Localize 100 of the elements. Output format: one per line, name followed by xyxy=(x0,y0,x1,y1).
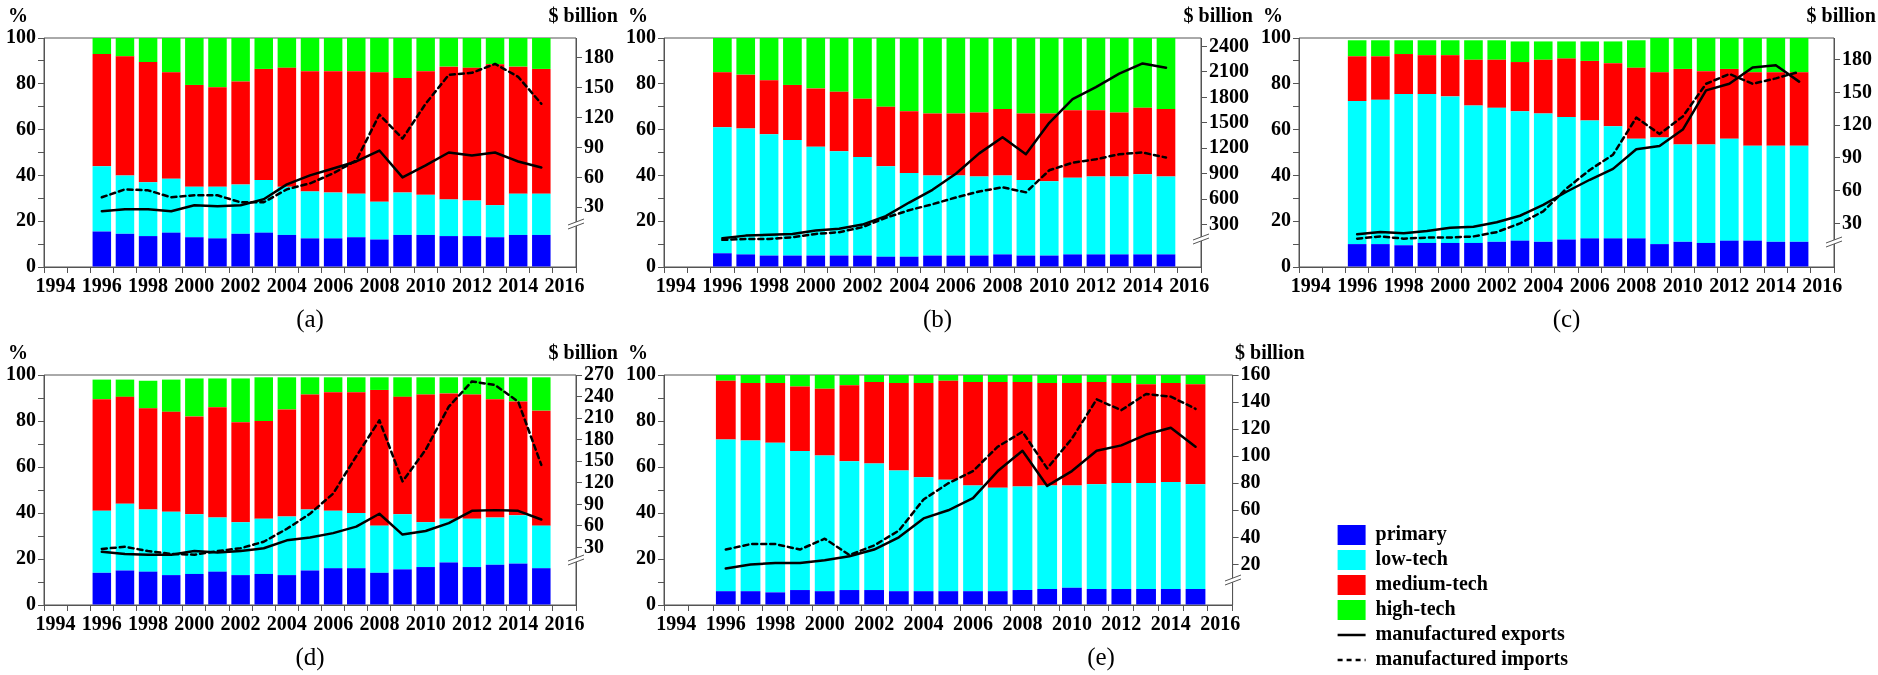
y-tick-label: 20 xyxy=(636,546,656,569)
bar xyxy=(1696,38,1716,72)
bar xyxy=(508,377,528,402)
bar xyxy=(938,591,959,605)
bar xyxy=(185,186,204,238)
bar xyxy=(1487,40,1507,60)
bar xyxy=(1109,112,1129,177)
y-tick-label: 100 xyxy=(6,362,36,385)
bar xyxy=(208,378,227,408)
x-tick-label: 2008 xyxy=(359,612,400,635)
bar xyxy=(783,84,802,140)
bar xyxy=(300,394,320,510)
y2-tick-label: 2400 xyxy=(1209,33,1249,56)
bar xyxy=(115,56,135,176)
bar xyxy=(1111,483,1132,589)
bar xyxy=(254,377,273,421)
y2-axis-title: $ billion xyxy=(1183,4,1253,26)
legend-label: manufactured exports xyxy=(1375,622,1565,646)
bar xyxy=(1510,62,1530,112)
text: (d) xyxy=(295,642,325,671)
bar xyxy=(185,38,204,85)
bar xyxy=(1789,72,1809,146)
bar xyxy=(300,570,320,605)
bar xyxy=(790,450,810,591)
bar xyxy=(138,571,158,605)
bar xyxy=(92,166,112,232)
y-tick-label: 0 xyxy=(26,254,36,277)
bar xyxy=(1039,38,1059,114)
bar xyxy=(115,396,135,504)
y-tick-label: 40 xyxy=(16,500,36,523)
bar xyxy=(1133,38,1152,108)
bar xyxy=(277,409,297,517)
bar xyxy=(987,591,1008,605)
y2-tick-label: 150 xyxy=(584,448,614,471)
bar xyxy=(115,503,135,571)
bar xyxy=(185,514,204,574)
bar xyxy=(1086,254,1106,267)
x-tick-label: 2014 xyxy=(498,612,539,635)
bar xyxy=(1696,144,1716,243)
bar xyxy=(1133,107,1152,175)
bar xyxy=(1086,484,1107,589)
legend-label: low-tech xyxy=(1375,547,1448,570)
y-axis-title: % xyxy=(8,341,28,363)
bar xyxy=(138,380,158,409)
bar xyxy=(231,422,250,523)
bar xyxy=(1696,242,1716,267)
y-tick-label: 20 xyxy=(1271,208,1291,231)
bar xyxy=(1650,244,1669,267)
bar xyxy=(161,232,181,267)
bar xyxy=(1160,481,1181,589)
y-axis-title: % xyxy=(1263,4,1283,26)
x-tick-label: 2004 xyxy=(903,612,944,635)
bar xyxy=(508,66,528,194)
bar xyxy=(231,522,250,576)
bar xyxy=(254,68,273,180)
bar xyxy=(1417,242,1437,267)
y-tick-label: 40 xyxy=(16,162,36,185)
bar xyxy=(1743,38,1762,73)
bar xyxy=(1626,40,1646,68)
y-axis-title: % xyxy=(8,4,28,26)
bar xyxy=(987,381,1008,488)
bar xyxy=(1037,485,1058,589)
bar xyxy=(853,98,872,158)
bar xyxy=(92,572,112,605)
bar xyxy=(138,62,158,183)
bar xyxy=(161,575,181,605)
bar xyxy=(439,377,459,394)
bar xyxy=(185,84,204,187)
bar xyxy=(829,91,849,152)
x-tick-label: 2006 xyxy=(313,274,354,297)
bar xyxy=(231,233,250,267)
bar xyxy=(347,38,366,72)
bar xyxy=(938,479,959,592)
bar xyxy=(393,234,412,267)
bar xyxy=(946,175,966,256)
bar xyxy=(839,375,860,386)
bar xyxy=(323,510,343,569)
x-tick-label: 2008 xyxy=(359,274,400,297)
bar xyxy=(208,571,227,605)
bar xyxy=(963,375,983,382)
bar xyxy=(370,389,389,526)
y2-tick-label: 100 xyxy=(1240,443,1271,466)
bar xyxy=(938,375,959,381)
x-tick-label: 2010 xyxy=(1051,612,1092,635)
bar xyxy=(1185,375,1206,385)
y2-axis-title: $ billion xyxy=(1806,4,1876,26)
y2-tick-label: 20 xyxy=(1240,551,1261,574)
bar xyxy=(1185,484,1206,589)
bar xyxy=(323,392,343,511)
bar xyxy=(254,38,273,69)
bar xyxy=(393,514,412,570)
x-tick-label: 2000 xyxy=(174,274,215,297)
bar xyxy=(1039,181,1059,256)
y2-tick-label: 30 xyxy=(1842,210,1862,233)
bar xyxy=(300,509,320,571)
bar xyxy=(462,567,482,605)
bar xyxy=(1063,38,1082,111)
bar xyxy=(462,236,482,267)
bar xyxy=(740,591,761,605)
bar xyxy=(1440,96,1460,243)
